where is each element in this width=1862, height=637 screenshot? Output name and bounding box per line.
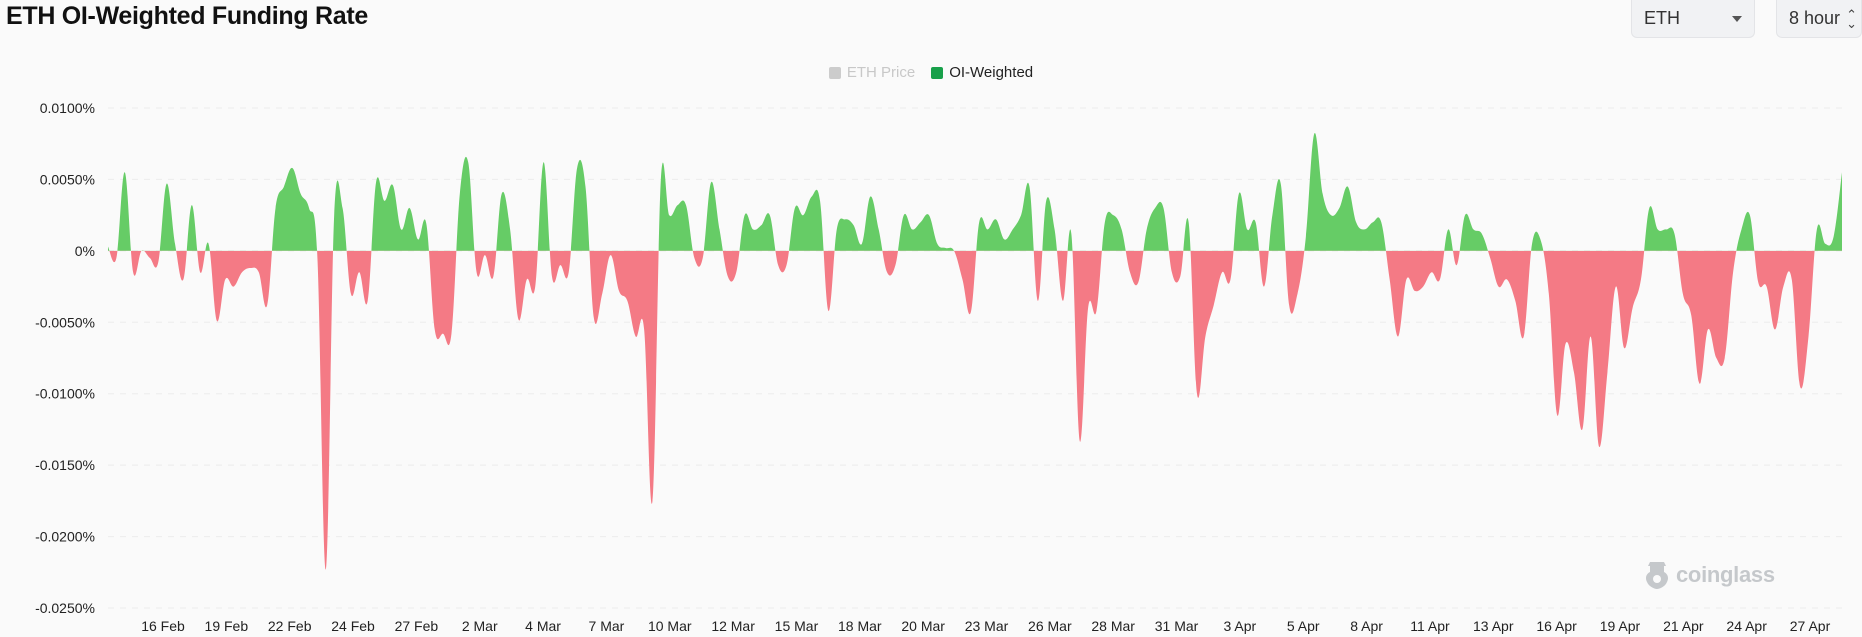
- x-tick-label: 27 Feb: [395, 618, 439, 634]
- positive-funding-area: [108, 133, 1842, 251]
- y-tick-label: -0.0150%: [35, 457, 95, 473]
- y-axis-ticks: 0.0100% 0.0050% 0% -0.0050% -0.0100% -0.0150%…: [35, 100, 95, 616]
- x-tick-label: 15 Mar: [775, 618, 819, 634]
- x-tick-label: 18 Mar: [838, 618, 882, 634]
- legend-label-eth-price: ETH Price: [846, 64, 916, 81]
- x-tick-label: 5 Apr: [1287, 618, 1320, 634]
- x-tick-label: 26 Mar: [1028, 618, 1072, 634]
- x-tick-label: 31 Mar: [1155, 618, 1199, 634]
- legend-item-oi-weighted[interactable]: OI-Weighted: [931, 64, 1033, 81]
- x-tick-label: 23 Mar: [965, 618, 1009, 634]
- x-tick-label: 16 Feb: [141, 618, 185, 634]
- x-tick-label: 21 Apr: [1663, 618, 1704, 634]
- y-tick-label: -0.0100%: [35, 386, 95, 402]
- chart-legend: ETH Price OI-Weighted: [0, 64, 1862, 81]
- legend-label-oi-weighted: OI-Weighted: [949, 64, 1034, 81]
- x-tick-label: 7 Mar: [589, 618, 625, 634]
- x-tick-label: 13 Apr: [1473, 618, 1514, 634]
- legend-swatch-eth-price: [828, 66, 841, 79]
- watermark-text: coinglass: [1676, 562, 1775, 587]
- y-tick-label: -0.0050%: [35, 314, 95, 330]
- x-tick-label: 2 Mar: [462, 618, 498, 634]
- y-tick-label: 0%: [75, 243, 95, 259]
- interval-select[interactable]: 8 hour ⌃ ⌄: [1776, 0, 1862, 38]
- x-tick-label: 24 Feb: [331, 618, 375, 634]
- legend-item-eth-price[interactable]: ETH Price: [828, 64, 916, 81]
- x-axis-ticks: 16 Feb 19 Feb 22 Feb 24 Feb 27 Feb 2 Mar 4 Mar…: [141, 618, 1830, 634]
- chevron-updown-icon: ⌃ ⌄: [1846, 6, 1857, 31]
- symbol-select-value: ETH: [1644, 8, 1680, 28]
- coinglass-watermark: coinglass: [1644, 560, 1775, 590]
- x-tick-label: 12 Mar: [711, 618, 755, 634]
- y-tick-label: 0.0050%: [40, 171, 95, 187]
- x-tick-label: 19 Feb: [205, 618, 249, 634]
- x-tick-label: 19 Apr: [1600, 618, 1641, 634]
- y-tick-label: -0.0200%: [35, 529, 95, 545]
- x-tick-label: 16 Apr: [1536, 618, 1577, 634]
- x-tick-label: 8 Apr: [1350, 618, 1383, 634]
- x-tick-label: 10 Mar: [648, 618, 692, 634]
- y-tick-label: -0.0250%: [35, 600, 95, 616]
- x-tick-label: 22 Feb: [268, 618, 312, 634]
- x-tick-label: 3 Apr: [1224, 618, 1257, 634]
- symbol-select[interactable]: ETH: [1631, 0, 1755, 38]
- y-tick-label: 0.0100%: [40, 100, 95, 116]
- legend-swatch-oi-weighted: [931, 66, 944, 79]
- x-tick-label: 24 Apr: [1726, 618, 1767, 634]
- x-tick-label: 11 Apr: [1410, 618, 1450, 634]
- caret-down-icon: [1732, 15, 1742, 22]
- coinglass-logo-icon: [1646, 562, 1668, 589]
- x-tick-label: 28 Mar: [1091, 618, 1135, 634]
- funding-rate-area: [108, 133, 1842, 570]
- interval-select-value: 8 hour: [1789, 8, 1841, 28]
- page-title: ETH OI-Weighted Funding Rate: [6, 2, 368, 30]
- x-tick-label: 27 Apr: [1790, 618, 1831, 634]
- negative-funding-area: [108, 250, 1842, 570]
- x-tick-label: 4 Mar: [525, 618, 561, 634]
- x-tick-label: 20 Mar: [901, 618, 945, 634]
